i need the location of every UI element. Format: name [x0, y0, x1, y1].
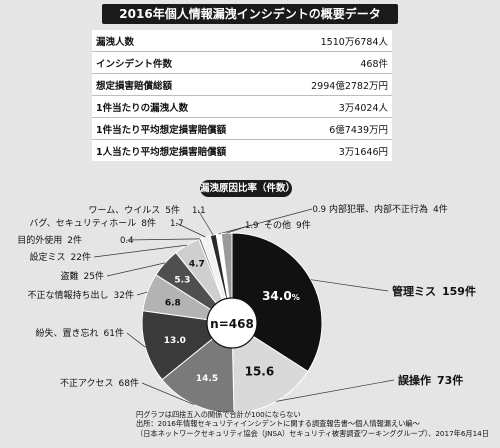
slice-value-label: 1.9	[245, 221, 259, 231]
source-notes: 円グラフは四捨五入の関係で合計が100にならない 出所：2016年情報セキュリテ…	[136, 410, 496, 438]
leader-line	[106, 262, 166, 277]
slice-name: 管理ミス	[392, 284, 436, 298]
summary-value: 3万4024人	[277, 95, 392, 118]
summary-row: 漏洩人数 1510万6784人	[92, 30, 392, 52]
slice-name: 盗難	[61, 270, 79, 282]
slice-count: 4件	[433, 203, 448, 215]
summary-table: 漏洩人数 1510万6784人 インシデント件数 468件 想定損害賠償総額 2994億2…	[92, 30, 392, 161]
leader-line	[175, 222, 206, 238]
summary-label: インシデント件数	[92, 51, 278, 74]
slice-value-label: 15.6	[245, 365, 275, 379]
note-source: 出所：2016年情報セキュリティインシデントに関する調査報告書〜個人情報漏えい編…	[136, 419, 420, 429]
leader-line	[125, 238, 200, 241]
slice-value-label: 13.0	[164, 336, 186, 346]
slice-label: 管理ミス 159件	[392, 284, 476, 298]
slice-count: 2件	[67, 234, 82, 246]
summary-label: 漏洩人数	[92, 30, 278, 52]
summary-value: 2994億2782万円	[277, 73, 392, 96]
summary-label: 想定損害賠償総額	[92, 73, 278, 96]
summary-row: 1人当たり平均想定損害賠償額 3万1646円	[92, 140, 392, 162]
slice-name: その他	[264, 219, 291, 231]
slice-value-label: 0.9	[312, 205, 326, 215]
leader-line	[136, 291, 148, 296]
slice-count: 61件	[104, 327, 124, 339]
slice-name: 設定ミス	[30, 251, 66, 263]
summary-value: 3万1646円	[338, 146, 388, 158]
slice-name: 不正な情報持ち出し	[28, 289, 109, 301]
leader-line	[226, 224, 252, 234]
summary-label: 1件当たり平均想定損害賠償額	[92, 117, 278, 140]
slice-name: 内部犯罪、内部不正行為	[329, 203, 428, 215]
slice-count: 68件	[119, 377, 139, 389]
note-source-org: （日本ネットワークセキュリティ協会（JNSA）セキュリティ被害調査ワーキンググル…	[136, 428, 489, 438]
leader-line	[93, 244, 187, 258]
summary-value: 1510万6784人	[277, 30, 392, 52]
slice-count: 32件	[114, 289, 134, 301]
leader-line	[310, 279, 389, 292]
summary-row: インシデント件数 468件	[92, 51, 392, 74]
slice-name: バグ、セキュリティホール	[29, 217, 136, 229]
slice-label: 誤操作 73件	[398, 373, 463, 387]
summary-value: 468件	[277, 51, 392, 74]
slice-value-label: 34.0%	[262, 289, 300, 303]
slice-label: 紛失、置き忘れ 61件	[36, 327, 124, 339]
leader-line	[197, 209, 214, 236]
slice-value-label: 0.4	[120, 236, 134, 246]
slice-label: 内部犯罪、内部不正行為 4件	[329, 203, 448, 215]
slice-count: 159件	[442, 284, 476, 298]
header-title: 2016年個人情報漏洩インシデントの概要データ	[102, 4, 398, 24]
summary-row: 1件当たりの漏洩人数 3万4024人	[92, 95, 392, 118]
slice-name: 誤操作	[398, 373, 431, 387]
slice-value-label: 6.8	[165, 298, 181, 308]
sample-size-label: n=468	[210, 317, 254, 331]
slice-count: 5件	[165, 204, 180, 216]
slice-count: 22件	[71, 251, 91, 263]
leader-line	[126, 332, 146, 348]
slice-value-label: 4.7	[189, 259, 205, 269]
slice-count: 8件	[141, 217, 156, 229]
slice-count: 9件	[296, 219, 311, 231]
slice-value-label: 1.7	[170, 219, 184, 229]
leader-line	[141, 382, 195, 406]
chart-title: 漏洩原因比率（件数）	[200, 180, 295, 197]
slice-label: 不正な情報持ち出し 32件	[28, 289, 134, 301]
slice-label: バグ、セキュリティホール 8件	[29, 217, 156, 229]
center-hole	[206, 297, 258, 349]
leader-line	[218, 208, 313, 235]
leader-line	[276, 379, 395, 402]
slice-value-label: 14.5	[196, 374, 218, 384]
slice-value-unit: %	[292, 293, 300, 302]
slice-label: 目的外使用 2件	[17, 234, 82, 246]
summary-row: 想定損害賠償総額 2994億2782万円	[92, 73, 392, 96]
slice-label: 設定ミス 22件	[30, 251, 91, 263]
slice-name: ワーム、ウイルス	[89, 205, 161, 216]
slice-count: 25件	[84, 270, 104, 282]
slice-label: ワーム、ウイルス 5件	[89, 204, 180, 216]
summary-label: 1件当たりの漏洩人数	[92, 95, 278, 118]
summary-label: 1人当たり平均想定損害賠償額	[96, 146, 227, 158]
slice-count: 73件	[437, 373, 463, 387]
slice-name: 不正アクセス	[60, 378, 114, 389]
summary-value: 6億7439万円	[277, 117, 392, 140]
summary-row: 1件当たり平均想定損害賠償額 6億7439万円	[92, 117, 392, 140]
slice-name: 紛失、置き忘れ	[36, 327, 99, 339]
slice-label: 不正アクセス 68件	[60, 377, 139, 389]
slice-value-label: 5.3	[174, 276, 190, 286]
slice-label: 盗難 25件	[61, 270, 104, 282]
note-rounding: 円グラフは四捨五入の関係で合計が100にならない	[136, 410, 301, 419]
slice-name: 目的外使用	[17, 234, 62, 246]
slice-label: その他 9件	[264, 219, 311, 231]
